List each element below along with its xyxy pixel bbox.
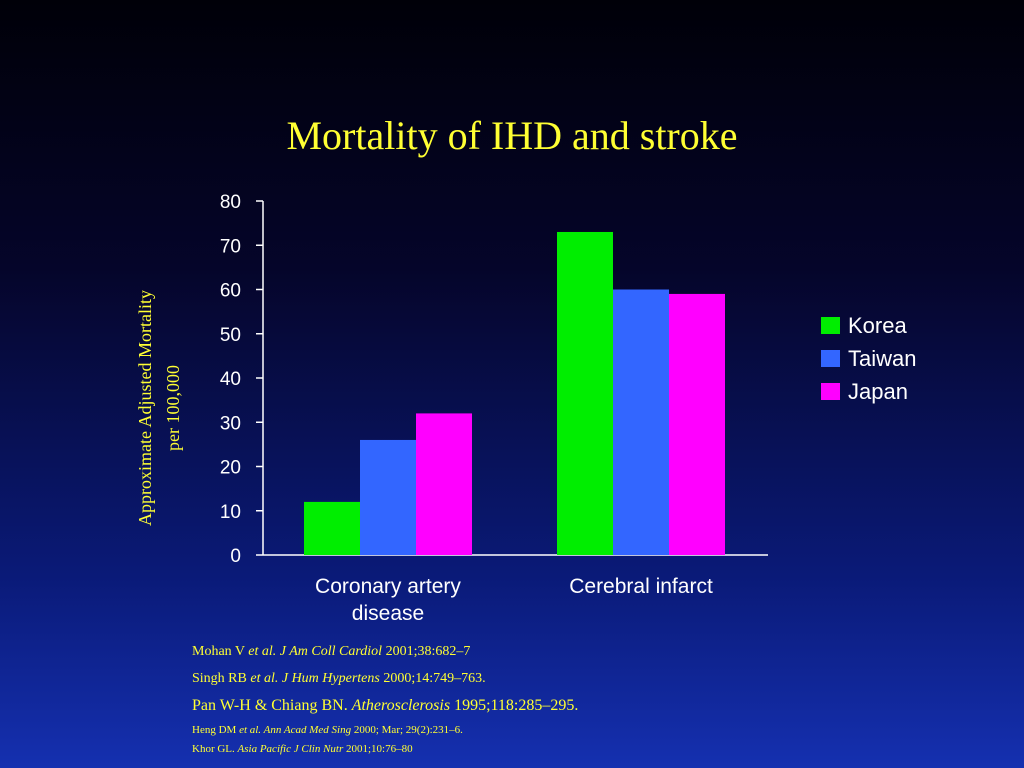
legend-label-korea: Korea <box>848 313 907 338</box>
bar-korea <box>557 231 613 555</box>
bar-chart: 0 10 20 30 40 50 60 70 80 Coronary artery disease C… <box>135 192 916 625</box>
legend-swatch-japan <box>821 383 840 400</box>
legend-swatch-taiwan <box>821 350 840 367</box>
legend-label-japan: Japan <box>848 379 908 404</box>
category-label: Coronary artery disease <box>315 575 461 625</box>
category-label: Cerebral infarct <box>569 575 713 598</box>
legend-label-taiwan: Taiwan <box>848 346 916 371</box>
bar-japan <box>416 413 472 555</box>
reference-line: Heng DM et al. Ann Acad Med Sing 2000; M… <box>192 724 463 736</box>
reference-line: Mohan V et al. J Am Coll Cardiol 2001;38… <box>192 644 471 659</box>
references: Mohan V et al. J Am Coll Cardiol 2001;38… <box>192 643 578 762</box>
y-tick-label: 40 <box>220 369 241 390</box>
y-axis-label: Approximate Adjusted Mortality per 100,00… <box>135 290 183 526</box>
bar-japan <box>669 293 725 555</box>
bar-korea <box>304 501 360 555</box>
y-tick-label: 10 <box>220 502 241 523</box>
bar-taiwan <box>360 439 416 555</box>
y-tick-label: 0 <box>230 546 241 567</box>
slide-title: Mortality of IHD and stroke <box>286 113 738 158</box>
bar-taiwan <box>613 289 669 555</box>
legend-swatch-korea <box>821 317 840 334</box>
reference-line: Pan W-H & Chiang BN. Atherosclerosis 199… <box>192 697 579 714</box>
y-tick-label: 80 <box>220 192 241 213</box>
y-tick-label: 50 <box>220 325 241 346</box>
y-tick-label: 30 <box>220 413 241 434</box>
y-tick-label: 20 <box>220 458 241 479</box>
reference-line: Khor GL. Asia Pacific J Clin Nutr 2001;1… <box>192 742 413 755</box>
y-tick-label: 60 <box>220 281 241 302</box>
y-tick-label: 70 <box>220 236 241 257</box>
reference-line: Singh RB et al. J Hum Hypertens 2000;14:… <box>192 670 486 686</box>
